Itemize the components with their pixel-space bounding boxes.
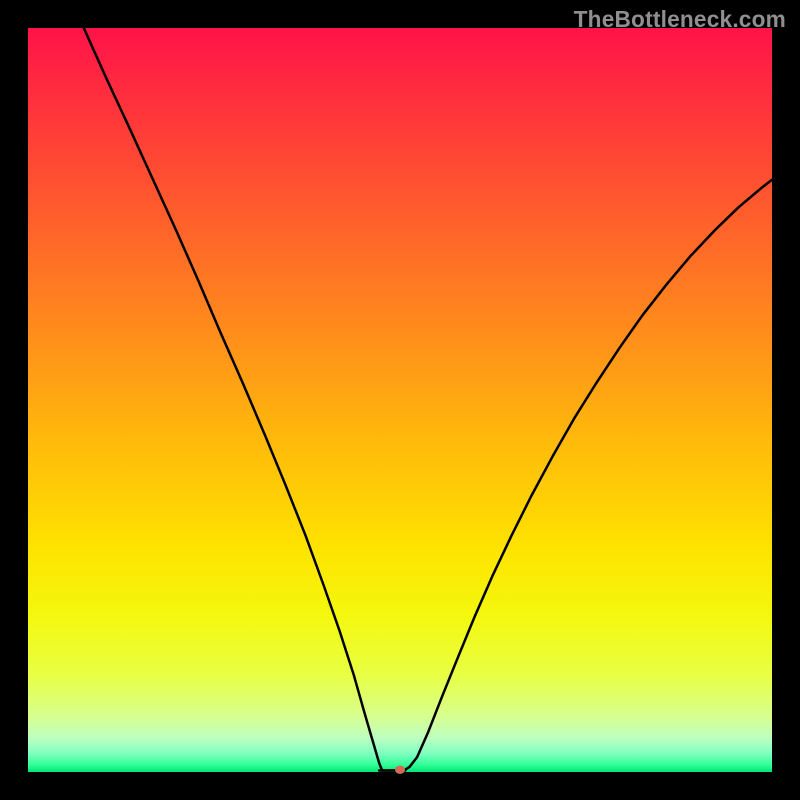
stage: TheBottleneck.com <box>0 0 800 800</box>
chart-svg <box>0 0 800 800</box>
watermark-text: TheBottleneck.com <box>574 6 786 33</box>
plot-background <box>28 28 772 772</box>
optimum-marker <box>395 766 405 774</box>
